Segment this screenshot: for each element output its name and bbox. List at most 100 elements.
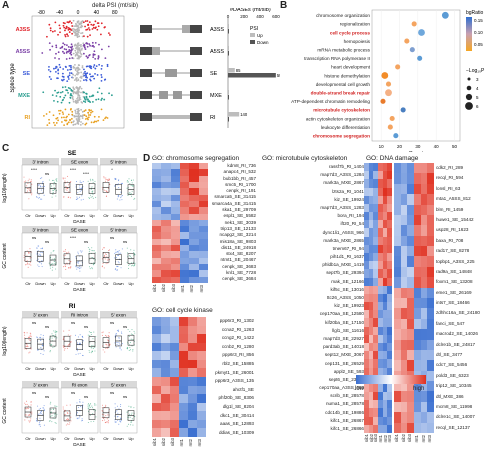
box-point — [79, 399, 81, 401]
psi-point — [67, 78, 70, 80]
psi-point — [80, 108, 83, 111]
psi-point — [66, 89, 69, 92]
psi-point — [51, 30, 54, 33]
box-point — [36, 420, 38, 422]
heatmap-cell — [394, 360, 401, 371]
logp-title: −Log₁₀P — [466, 68, 485, 74]
psi-point — [76, 97, 78, 100]
heatmap-cell — [152, 175, 162, 182]
box-point — [81, 335, 83, 338]
significance-label: ns — [110, 320, 114, 325]
psi-point — [88, 43, 91, 46]
box-point — [121, 199, 123, 201]
facet-header-label: RI exon — [72, 382, 88, 387]
psi-point — [87, 111, 89, 114]
psi-point — [80, 53, 83, 56]
box-point — [132, 349, 134, 351]
psi-point — [92, 24, 95, 27]
psi-point — [80, 101, 83, 103]
box-point — [120, 195, 122, 197]
box-point — [69, 267, 71, 269]
psi-point — [72, 92, 75, 95]
heatmap-cell — [382, 252, 388, 262]
box-point — [39, 420, 41, 422]
box-point — [80, 406, 82, 408]
significance-label: ns — [71, 390, 75, 395]
heatmap-cell — [152, 251, 162, 258]
box-point — [104, 416, 106, 418]
box-point — [64, 254, 66, 256]
psi-point — [41, 52, 44, 54]
schematic-exon — [190, 113, 202, 121]
box-point — [66, 189, 68, 191]
heatmap-cell — [364, 285, 369, 294]
significance-label: **** — [83, 171, 90, 176]
heatmap-cell — [400, 266, 408, 278]
heatmap-cell — [170, 226, 180, 233]
psi-point — [53, 67, 55, 70]
gene-labels-microtubule: rassf7b_RI_1404 map7d3_A3SS_1284 mark3a_MX… — [312, 163, 364, 433]
box-point — [38, 197, 40, 199]
gene-label: dtl_SE_3477 — [436, 352, 463, 358]
box-point — [105, 422, 107, 424]
psi-point — [65, 66, 67, 69]
schematic-exon — [190, 91, 202, 99]
heatmap-cell — [387, 179, 392, 188]
box-point — [37, 413, 39, 415]
heatmap-cell — [152, 351, 161, 360]
facet-header — [100, 311, 137, 318]
box-point — [41, 252, 43, 254]
box-point — [56, 180, 58, 182]
psi-point — [91, 100, 94, 103]
facet-header — [22, 158, 59, 165]
gene-label: appl2_SE_593 — [333, 368, 364, 374]
heatmap-cell — [170, 276, 180, 283]
psi-point — [73, 44, 76, 47]
psi-point — [76, 100, 79, 103]
gene-label: trip12_SE_10345 — [436, 383, 472, 389]
gene-label: cenpk_SE_3684 — [222, 276, 256, 282]
psi-point — [66, 69, 69, 71]
psi-point — [77, 51, 79, 54]
psi-point — [100, 108, 103, 111]
heatmap-cell — [161, 194, 171, 201]
box-point — [54, 262, 56, 264]
significance-label: * — [111, 167, 113, 172]
box-point — [101, 413, 103, 415]
psi-point — [94, 58, 97, 60]
box-point — [40, 254, 42, 256]
box-point — [66, 404, 68, 406]
heatmap-cell — [152, 163, 162, 170]
heatmap-cell — [170, 219, 180, 227]
gene-label: ddias_SE_10309 — [219, 429, 254, 435]
box-point — [31, 183, 33, 185]
box-point — [82, 198, 84, 200]
box-point — [105, 190, 107, 192]
heatmap-cell — [387, 236, 392, 245]
psi-legend-title: PSI — [250, 26, 258, 32]
gene-label: trip13_SE_12133 — [220, 225, 256, 231]
gene-label: cep170aa_SE_12580 — [319, 311, 364, 317]
box-point — [87, 406, 89, 408]
box-point — [109, 259, 111, 261]
box-point — [131, 190, 133, 192]
box-point — [23, 181, 25, 183]
schematic-mxe-exon — [159, 91, 168, 99]
box-point — [54, 415, 56, 417]
heatmap-cell — [420, 204, 428, 215]
box-point — [92, 345, 94, 347]
gene-label: llgl1_SE_11616 — [332, 327, 364, 333]
psi-point — [68, 31, 71, 33]
facet-header — [61, 311, 98, 318]
psi-point — [63, 96, 66, 99]
heatmap-cell — [382, 334, 388, 343]
heatmap-cell — [373, 220, 378, 229]
box-point — [89, 194, 92, 196]
box-point — [117, 261, 119, 263]
heatmap-title-segregation: GO: chromosome segregation — [152, 155, 240, 162]
heatmap-cell — [161, 402, 170, 412]
psi-point — [77, 72, 80, 74]
heatmap-cell — [152, 402, 161, 412]
box-point — [30, 335, 32, 337]
heatmap-cell — [382, 302, 388, 311]
